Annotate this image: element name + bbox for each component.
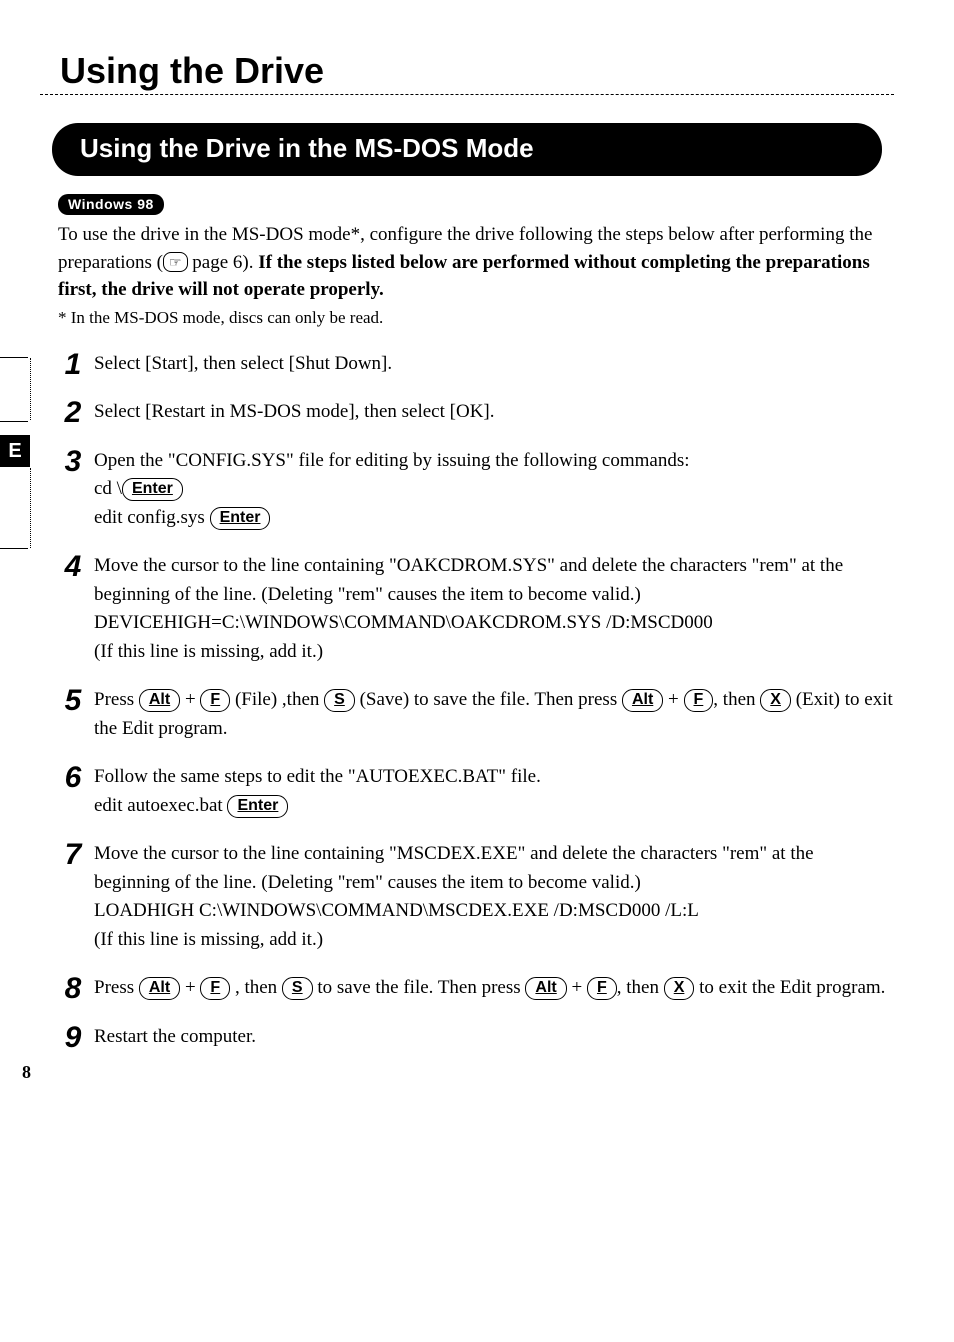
step-text: Select [Restart in MS-DOS mode], then se…	[94, 401, 495, 422]
cmd-text: edit autoexec.bat	[94, 795, 227, 816]
side-vertical-mark	[30, 358, 31, 420]
step-number: 9	[58, 1015, 88, 1060]
step-text: Move the cursor to the line containing "…	[94, 552, 894, 609]
key-enter: Enter	[210, 507, 271, 530]
step-text: , then	[713, 689, 760, 710]
plus: +	[180, 689, 200, 710]
step-text: to save the file. Then press	[313, 977, 526, 998]
section-content: Windows 98 To use the drive in the MS-DO…	[58, 194, 894, 1051]
key-s: S	[324, 689, 355, 712]
step-text: , then	[230, 977, 282, 998]
step-number: 1	[58, 342, 88, 387]
key-f: F	[200, 689, 230, 712]
step-note: (If this line is missing, add it.)	[94, 926, 894, 955]
step-2: 2 Select [Restart in MS-DOS mode], then …	[58, 398, 894, 427]
step-text: Restart the computer.	[94, 1026, 256, 1047]
plus: +	[567, 977, 587, 998]
page-number: 8	[22, 1062, 31, 1083]
step-1: 1 Select [Start], then select [Shut Down…	[58, 350, 894, 379]
step-3: 3 Open the "CONFIG.SYS" file for editing…	[58, 447, 894, 533]
code-line: LOADHIGH C:\WINDOWS\COMMAND\MSCDEX.EXE /…	[94, 897, 894, 926]
key-x: X	[760, 689, 791, 712]
key-alt: Alt	[139, 689, 180, 712]
step-8: 8 Press Alt + F , then S to save the fil…	[58, 974, 894, 1003]
step-text: Press	[94, 689, 139, 710]
step-4: 4 Move the cursor to the line containing…	[58, 552, 894, 666]
step-number: 4	[58, 544, 88, 589]
intro-paragraph: To use the drive in the MS-DOS mode*, co…	[58, 221, 894, 304]
step-text: (File) ,then	[230, 689, 324, 710]
step-text: Select [Start], then select [Shut Down].	[94, 353, 392, 374]
side-mark	[0, 357, 28, 358]
key-x: X	[664, 977, 695, 1000]
command-line: cd \Enter	[94, 475, 894, 504]
step-note: (If this line is missing, add it.)	[94, 638, 894, 667]
step-number: 6	[58, 755, 88, 800]
page-title: Using the Drive	[60, 50, 894, 92]
key-alt: Alt	[139, 977, 180, 1000]
key-f: F	[684, 689, 714, 712]
step-text: Open the "CONFIG.SYS" file for editing b…	[94, 447, 894, 476]
intro-pageref: page 6).	[188, 252, 259, 273]
side-mark	[0, 421, 28, 422]
side-mark	[0, 548, 28, 549]
steps-list: 1 Select [Start], then select [Shut Down…	[58, 350, 894, 1052]
key-enter: Enter	[227, 795, 288, 818]
cmd-text: cd \	[94, 478, 122, 499]
step-text: Move the cursor to the line containing "…	[94, 840, 894, 897]
side-vertical-mark	[30, 468, 31, 548]
step-text: , then	[617, 977, 664, 998]
plus: +	[180, 977, 200, 998]
key-f: F	[200, 977, 230, 1000]
step-number: 5	[58, 678, 88, 723]
step-number: 7	[58, 832, 88, 877]
step-9: 9 Restart the computer.	[58, 1023, 894, 1052]
key-alt: Alt	[622, 689, 663, 712]
key-f: F	[587, 977, 617, 1000]
step-6: 6 Follow the same steps to edit the "AUT…	[58, 763, 894, 820]
footnote: * In the MS-DOS mode, discs can only be …	[58, 308, 894, 328]
key-enter: Enter	[122, 478, 183, 501]
step-text: to exit the Edit program.	[694, 977, 885, 998]
side-tab: E	[0, 435, 30, 467]
command-line: edit config.sys Enter	[94, 504, 894, 533]
step-text: (Save) to save the file. Then press	[355, 689, 622, 710]
command-line: edit autoexec.bat Enter	[94, 792, 894, 821]
cmd-text: edit config.sys	[94, 507, 210, 528]
step-number: 3	[58, 439, 88, 484]
plus: +	[663, 689, 683, 710]
key-alt: Alt	[525, 977, 566, 1000]
pointer-icon: ☞	[163, 252, 188, 272]
key-s: S	[282, 977, 313, 1000]
code-line: DEVICEHIGH=C:\WINDOWS\COMMAND\OAKCDROM.S…	[94, 609, 894, 638]
title-rule	[40, 94, 894, 95]
step-text: Press	[94, 977, 139, 998]
step-text: Follow the same steps to edit the "AUTOE…	[94, 763, 894, 792]
os-badge: Windows 98	[58, 194, 164, 215]
section-heading: Using the Drive in the MS-DOS Mode	[52, 123, 882, 176]
step-5: 5 Press Alt + F (File) ,then S (Save) to…	[58, 686, 894, 743]
step-7: 7 Move the cursor to the line containing…	[58, 840, 894, 954]
step-number: 2	[58, 390, 88, 435]
step-number: 8	[58, 966, 88, 1011]
